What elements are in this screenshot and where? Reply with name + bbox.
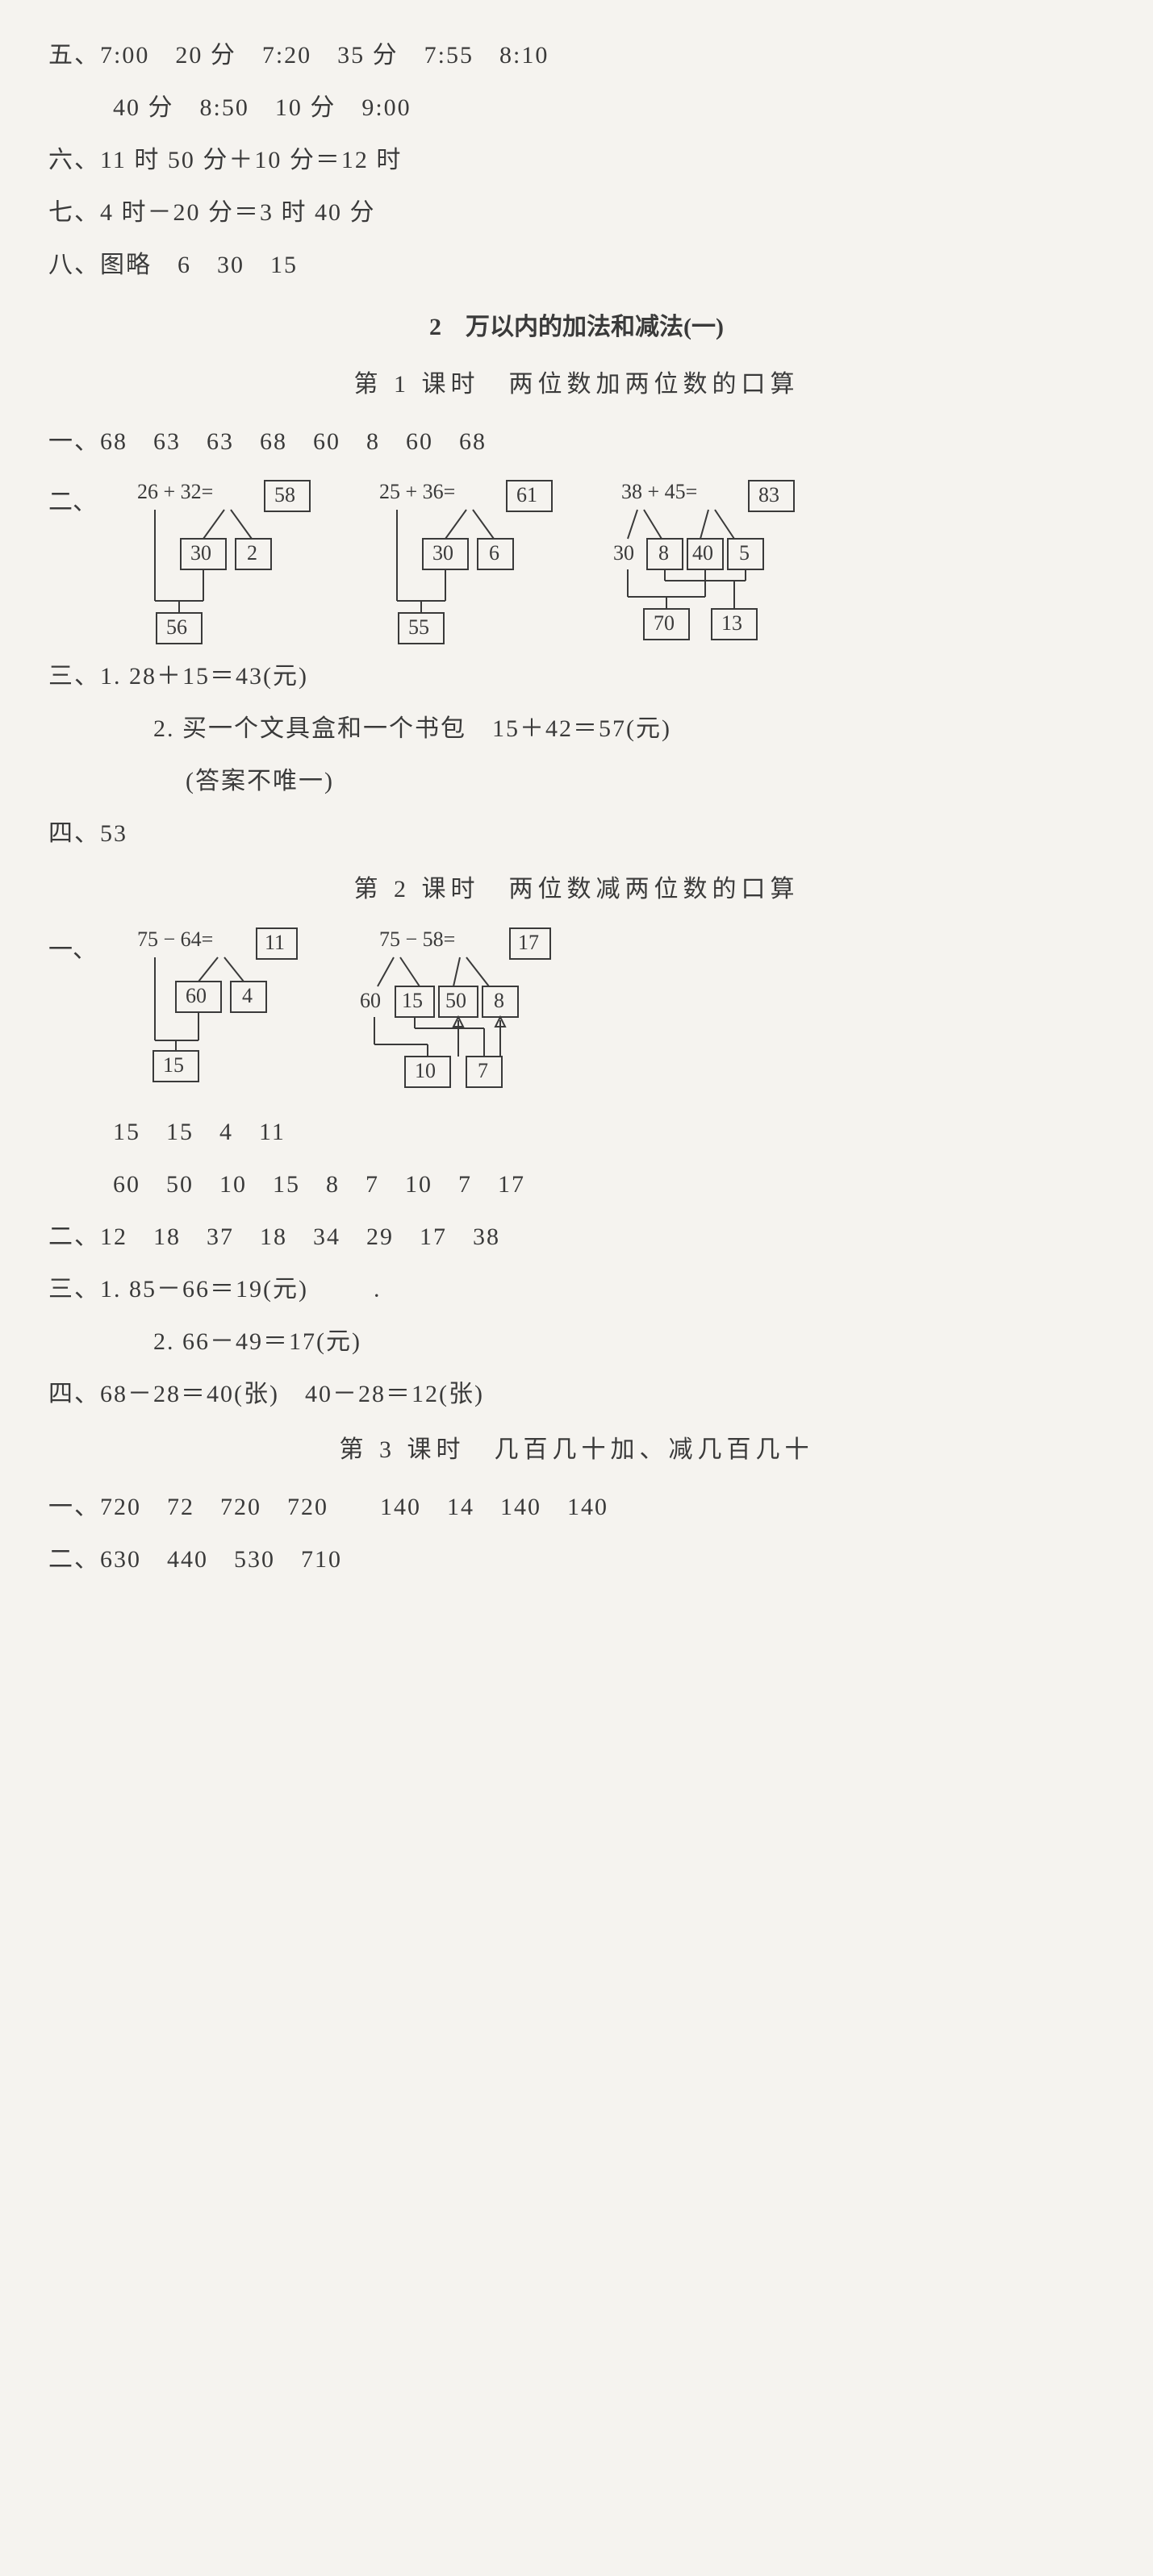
l2-q1-text1: 15 15 4 11 [48,1109,1105,1155]
line-7: 七、4 时－20 分＝3 时 40 分 [48,190,1105,236]
sum2-box: 13 [721,611,742,635]
stray-dot: ． [372,1281,391,1301]
q2-prefix: 二、 [48,476,97,525]
q3-2: 2. 买一个文具盒和一个书包 15＋42＝57(元) [48,706,1105,752]
split2-box: 4 [242,984,253,1007]
split1-box: 60 [186,984,207,1007]
q1-line: 一、68 63 63 68 60 8 60 68 [48,419,1105,465]
p3-box: 50 [445,989,466,1012]
lesson-1-title: 第 1 课时 两位数加两位数的口算 [48,361,1105,407]
diagram-38-plus-45: 38 + 45= 83 30 8 40 5 70 [613,476,879,645]
expr-text: 26 + 32= [137,480,213,503]
l3-q2: 二、630 440 530 710 [48,1536,1105,1582]
expr-text: 75 − 58= [379,927,455,951]
line-8: 八、图略 6 30 15 [48,242,1105,288]
result-box: 58 [274,483,295,506]
l2-q3-2: 2. 66－49＝17(元) [48,1319,1105,1365]
l3-q1: 一、720 72 720 720 140 14 140 140 [48,1484,1105,1530]
result-box: 11 [265,931,285,954]
expr-text: 38 + 45= [621,480,697,503]
bottom-box: 15 [163,1053,184,1077]
result-box: 61 [516,483,537,506]
l2-q3-1: 三、1. 85－66＝19(元) ． [48,1266,1105,1312]
p2-box: 15 [402,989,423,1012]
split2-box: 6 [489,541,499,565]
l2-q3-1-text: 三、1. 85－66＝19(元) [48,1276,308,1303]
result-box: 17 [518,931,539,954]
lesson-3-title: 第 3 课时 几百几十加、减几百几十 [48,1427,1105,1473]
sum1-box: 70 [654,611,675,635]
q2-diagram-row: 二、 26 + 32= 58 30 2 56 25 + 36= 61 [48,476,1105,645]
split1-box: 30 [190,541,211,565]
lesson-2-title: 第 2 课时 两位数减两位数的口算 [48,866,1105,912]
l2-q1-diagram-row: 一、 75 − 64= 11 60 4 15 75 − 58= 17 [48,923,1105,1101]
split1-box: 30 [432,541,453,565]
section-title-2: 2 万以内的加法和减法(一) [48,304,1105,350]
p4-box: 5 [739,541,750,565]
p3-box: 40 [692,541,713,565]
diagram-25-plus-36: 25 + 36= 61 30 6 55 [371,476,581,645]
diagram-75-minus-64: 75 − 64= 11 60 4 15 [129,923,323,1085]
diagram-75-minus-58: 75 − 58= 17 60 15 50 8 10 [355,923,629,1101]
line-6: 六、11 时 50 分＋10 分＝12 时 [48,137,1105,183]
diagram-26-plus-32: 26 + 32= 58 30 2 56 [129,476,339,645]
l2-q1-text2: 60 50 10 15 8 7 10 7 17 [48,1161,1105,1207]
q4: 四、53 [48,811,1105,857]
expr-text: 25 + 36= [379,480,455,503]
q3-2-note: (答案不唯一) [48,758,1105,804]
q3-1: 三、1. 28＋15＝43(元) [48,653,1105,699]
bottom-box: 55 [408,615,429,639]
l2-q1-prefix: 一、 [48,923,97,973]
p1-text: 30 [613,541,634,565]
p1-text: 60 [360,989,381,1012]
sum1-box: 10 [415,1059,436,1082]
p2-box: 8 [658,541,669,565]
l2-q2: 二、12 18 37 18 34 29 17 38 [48,1214,1105,1260]
result-box: 83 [758,483,779,506]
l2-q4: 四、68－28＝40(张) 40－28＝12(张) [48,1371,1105,1417]
bottom-box: 56 [166,615,187,639]
expr-text: 75 − 64= [137,927,213,951]
line-5: 五、7:00 20 分 7:20 35 分 7:55 8:10 [48,32,1105,78]
p4-box: 8 [494,989,504,1012]
line-5b: 40 分 8:50 10 分 9:00 [48,85,1105,131]
split2-box: 2 [247,541,257,565]
sum2-box: 7 [478,1059,488,1082]
